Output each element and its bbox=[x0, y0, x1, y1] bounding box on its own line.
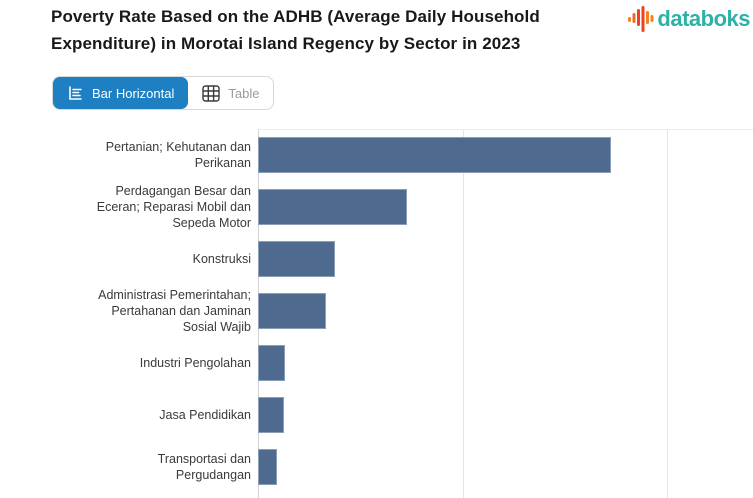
category-label: Pertanian; Kehutanan dan Perikanan bbox=[105, 140, 251, 170]
bar-horizontal-label: Bar Horizontal bbox=[92, 85, 175, 101]
category-label: Industri Pengolahan bbox=[139, 356, 251, 370]
chart-row: Perdagangan Besar dan Eceran; Reparasi M… bbox=[0, 181, 753, 233]
view-toggle-group: Bar Horizontal Table bbox=[52, 76, 275, 110]
bar-chart: Pertanian; Kehutanan dan Perikanan Perda… bbox=[0, 129, 753, 498]
bar[interactable] bbox=[258, 397, 284, 433]
table-grid-icon bbox=[202, 84, 221, 102]
bar[interactable] bbox=[258, 241, 335, 277]
bar-horizontal-chart-icon bbox=[69, 86, 82, 100]
x-gridline bbox=[463, 130, 465, 498]
category-label: Perdagangan Besar dan Eceran; Reparasi M… bbox=[96, 184, 251, 230]
bar[interactable] bbox=[258, 137, 611, 173]
bar-track bbox=[258, 389, 753, 441]
bar[interactable] bbox=[258, 189, 408, 225]
databoks-logo[interactable]: databoks bbox=[628, 5, 750, 33]
category-label: Konstruksi bbox=[192, 252, 251, 266]
bar-track bbox=[258, 285, 753, 337]
chart-row: Pertanian; Kehutanan dan Perikanan bbox=[0, 129, 753, 181]
category-label: Administrasi Pemerintahan; Pertahanan da… bbox=[98, 288, 251, 334]
bar-track bbox=[258, 337, 753, 389]
databoks-wordmark: databoks bbox=[657, 6, 750, 31]
bar-track bbox=[258, 181, 753, 233]
category-label: Transportasi dan Pergudangan bbox=[157, 452, 251, 482]
bar[interactable] bbox=[258, 345, 285, 381]
bar-horizontal-view-button[interactable]: Bar Horizontal bbox=[53, 77, 189, 109]
chart-row: Transportasi dan Pergudangan bbox=[0, 441, 753, 493]
chart-row: Industri Pengolahan bbox=[0, 337, 753, 389]
bar[interactable] bbox=[258, 449, 278, 485]
bar-track bbox=[258, 441, 753, 493]
bar-track bbox=[258, 129, 753, 181]
chart-rows: Pertanian; Kehutanan dan Perikanan Perda… bbox=[0, 129, 753, 493]
chart-row: Administrasi Pemerintahan; Pertahanan da… bbox=[0, 285, 753, 337]
bar-track bbox=[258, 233, 753, 285]
table-label: Table bbox=[228, 85, 260, 101]
databoks-pulse-icon bbox=[628, 6, 654, 32]
chart-row: Konstruksi bbox=[0, 233, 753, 285]
table-view-button[interactable]: Table bbox=[188, 77, 273, 109]
category-label: Jasa Pendidikan bbox=[159, 408, 251, 422]
bar[interactable] bbox=[258, 293, 326, 329]
x-gridline bbox=[667, 130, 669, 498]
chart-title: Poverty Rate Based on the ADHB (Average … bbox=[51, 7, 540, 53]
chart-row: Jasa Pendidikan bbox=[0, 389, 753, 441]
